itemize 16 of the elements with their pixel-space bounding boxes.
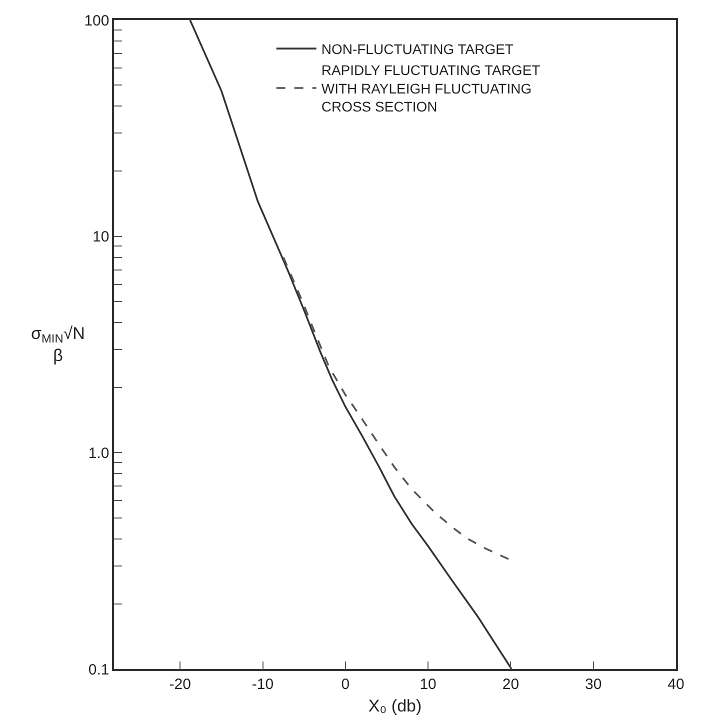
x-tick-label: 40 (668, 676, 684, 693)
x-tick-label: -20 (169, 676, 191, 693)
x-tick-label: 20 (502, 676, 520, 693)
y-tick-label: 100 (84, 12, 110, 30)
x-tick-label: 10 (420, 676, 436, 693)
x-tick-label: 30 (585, 676, 602, 693)
y-tick-label: 1.0 (88, 444, 110, 462)
y-tick-label: 10 (92, 228, 110, 246)
y-axis-title: σ$_{MIN}$√N β (31, 324, 85, 366)
legend-label: RAPIDLY FLUCTUATING TARGET WITH RAYLEIGH FLUCTUATING CROSS SECTION (321, 62, 541, 115)
x-axis-title: X₀ (db) (368, 696, 422, 716)
legend-label: NON-FLUCTUATING TARGET (321, 41, 514, 58)
line-series (282, 256, 511, 561)
y-tick-label: 0.1 (88, 661, 110, 678)
x-tick-label: 0 (341, 676, 350, 693)
x-tick-label: -10 (252, 676, 274, 693)
